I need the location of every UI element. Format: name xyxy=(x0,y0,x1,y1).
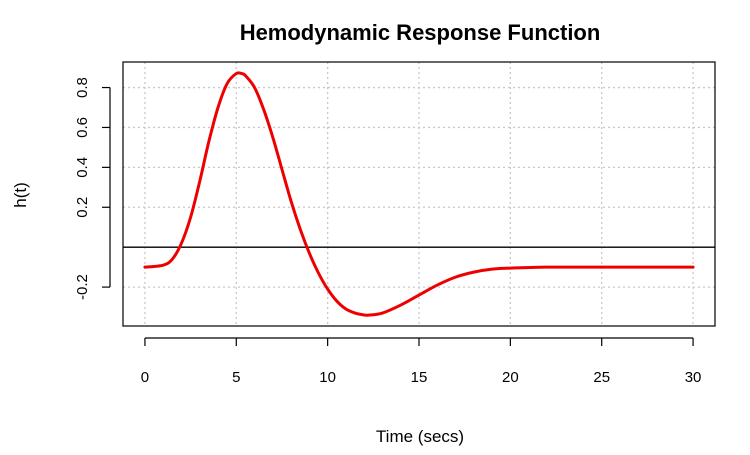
x-axis-label: Time (secs) xyxy=(376,427,464,446)
chart-title: Hemodynamic Response Function xyxy=(240,20,601,45)
y-tick-label: 0.8 xyxy=(74,77,91,98)
x-tick-label: 10 xyxy=(319,369,336,386)
x-tick-label: 30 xyxy=(685,369,702,386)
y-tick-label: 0.2 xyxy=(74,197,91,218)
plot-frame xyxy=(122,61,716,327)
y-tick-label: -0.2 xyxy=(74,274,91,300)
y-axis-label: h(t) xyxy=(11,182,30,208)
y-axis: -0.2 0.2 0.4 0.6 0.8 xyxy=(74,77,111,300)
grid-layer xyxy=(123,62,715,326)
series-layer xyxy=(143,71,695,317)
series-line-0 xyxy=(143,71,695,317)
x-tick-label: 15 xyxy=(411,369,428,386)
x-tick-label: 25 xyxy=(593,369,610,386)
x-tick-label: 20 xyxy=(502,369,519,386)
x-tick-label: 5 xyxy=(232,369,240,386)
x-axis: 0 5 10 15 20 25 30 xyxy=(141,337,702,386)
y-tick-label: 0.4 xyxy=(74,157,91,178)
x-tick-label: 0 xyxy=(141,369,149,386)
y-tick-label: 0.6 xyxy=(74,117,91,138)
